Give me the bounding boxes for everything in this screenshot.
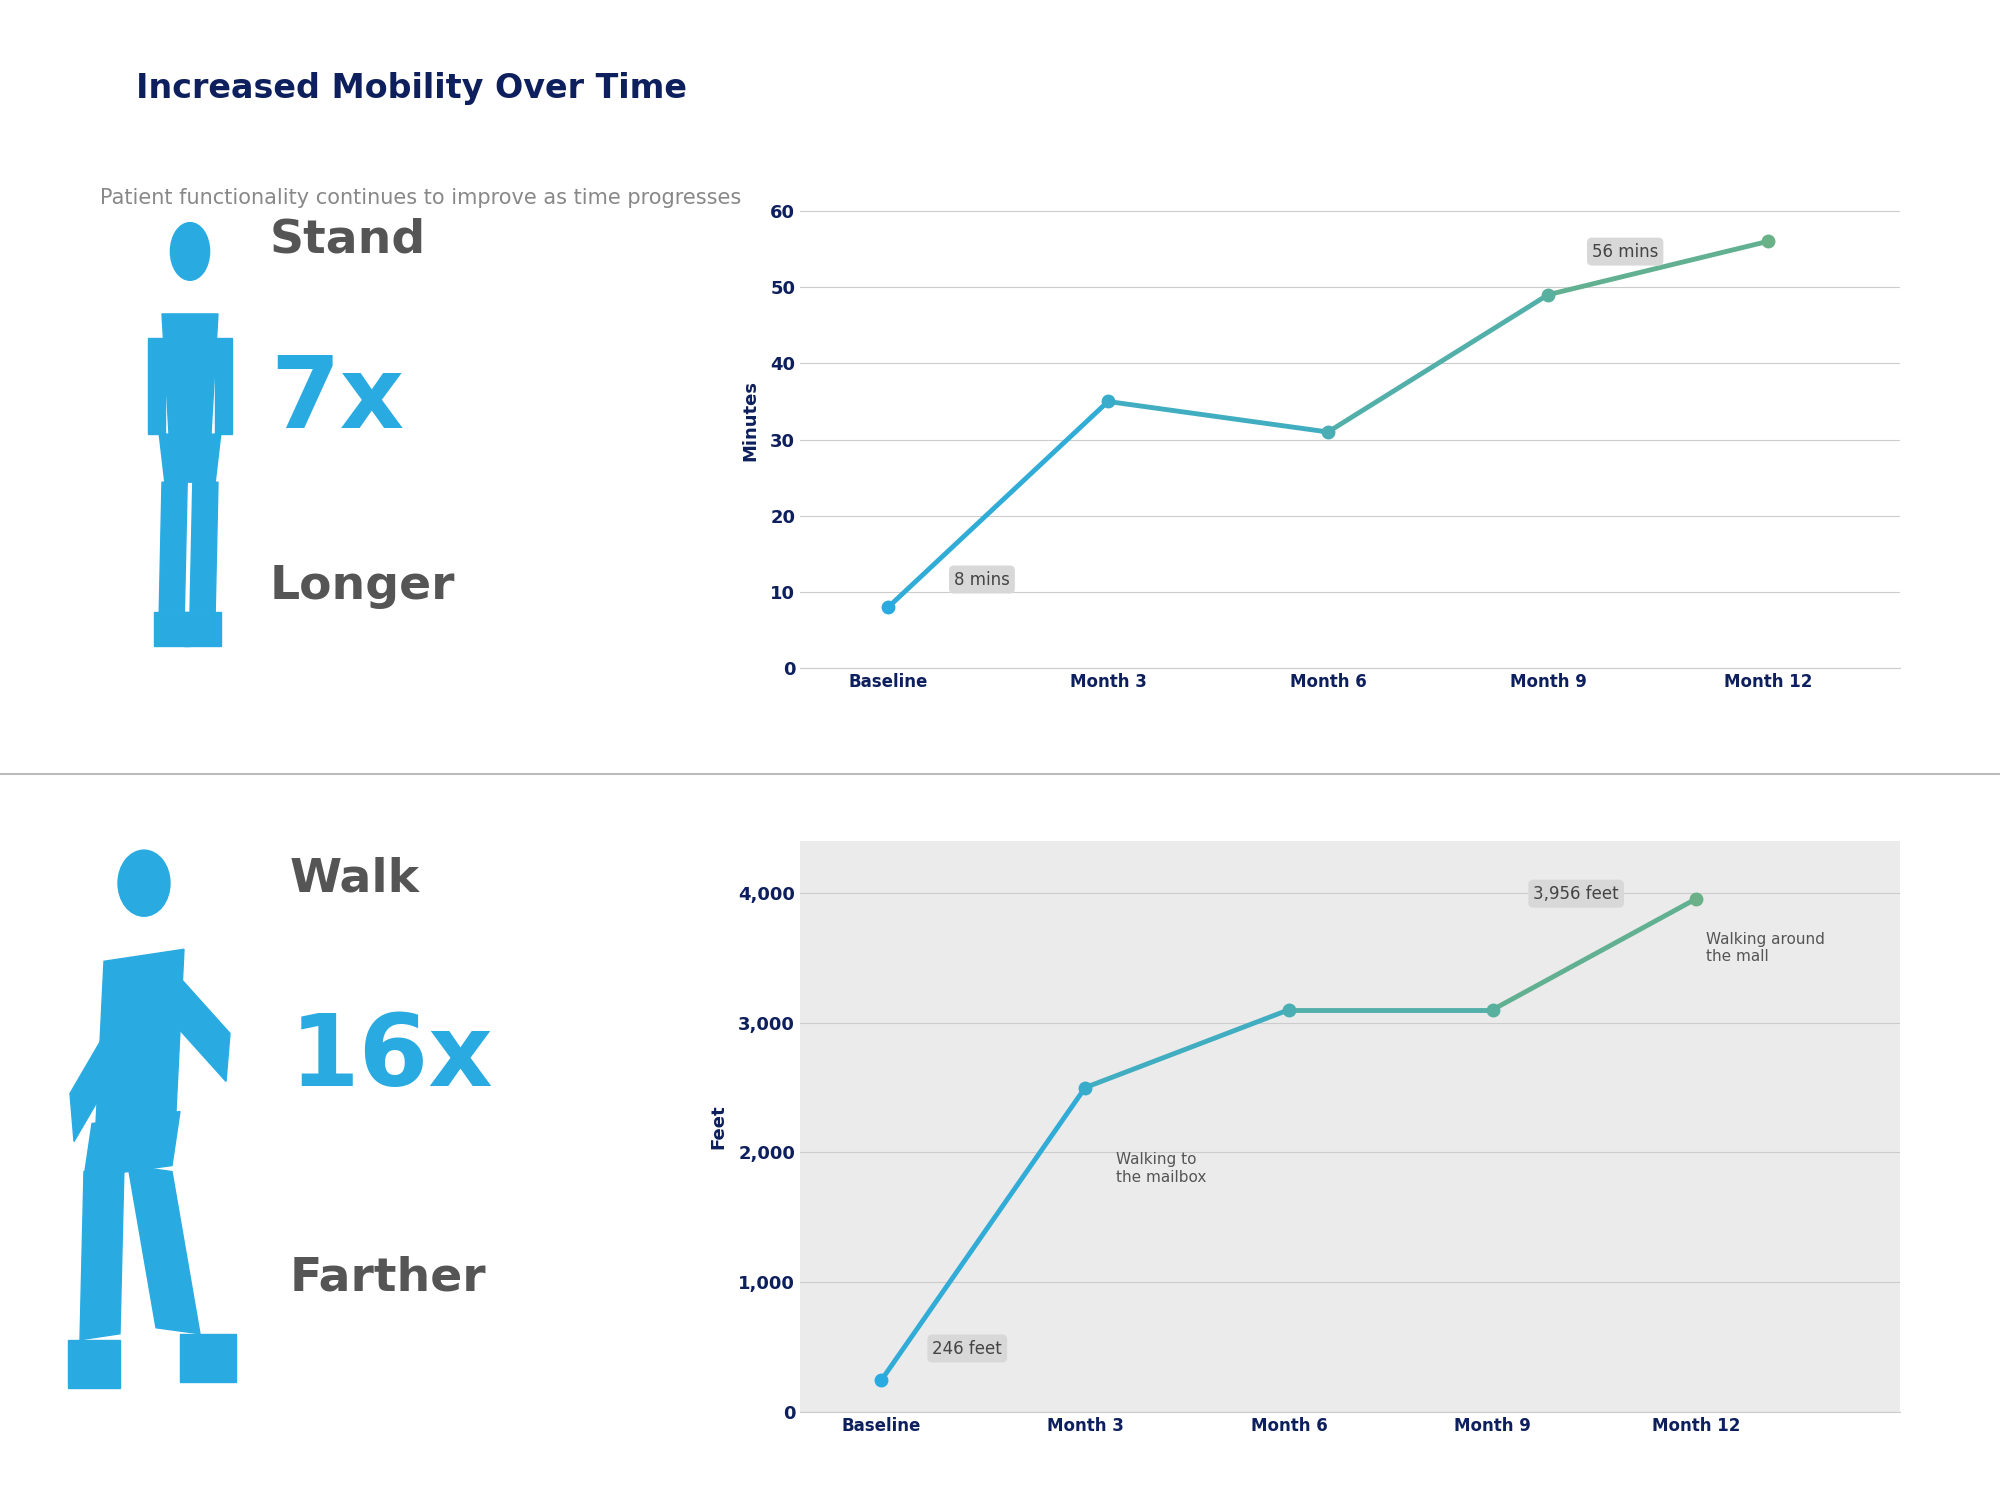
Polygon shape bbox=[128, 1166, 200, 1334]
Text: Patient functionality continues to improve as time progresses: Patient functionality continues to impro… bbox=[100, 188, 742, 207]
Polygon shape bbox=[80, 1166, 124, 1340]
Text: Longer: Longer bbox=[270, 563, 456, 608]
Polygon shape bbox=[148, 338, 164, 434]
Polygon shape bbox=[190, 482, 218, 611]
Polygon shape bbox=[162, 314, 218, 434]
Text: Walk: Walk bbox=[290, 856, 420, 901]
Text: 16x: 16x bbox=[290, 1011, 494, 1107]
Text: Walking around
the mall: Walking around the mall bbox=[1706, 931, 1826, 964]
Text: 3,956 feet: 3,956 feet bbox=[1534, 885, 1618, 903]
Y-axis label: Minutes: Minutes bbox=[742, 380, 760, 461]
Text: Farther: Farther bbox=[290, 1256, 486, 1301]
Ellipse shape bbox=[170, 222, 210, 281]
Text: 56 mins: 56 mins bbox=[1592, 243, 1658, 261]
Text: 246 feet: 246 feet bbox=[932, 1340, 1002, 1358]
Polygon shape bbox=[154, 611, 190, 646]
Ellipse shape bbox=[118, 850, 170, 916]
Y-axis label: Feet: Feet bbox=[710, 1104, 728, 1149]
Polygon shape bbox=[180, 1334, 236, 1382]
Polygon shape bbox=[216, 338, 232, 434]
Polygon shape bbox=[160, 482, 188, 611]
Polygon shape bbox=[70, 1021, 116, 1142]
Text: Walking to
the mailbox: Walking to the mailbox bbox=[1116, 1152, 1206, 1185]
Polygon shape bbox=[184, 611, 220, 646]
Polygon shape bbox=[172, 973, 230, 1081]
Polygon shape bbox=[160, 434, 220, 482]
Text: Stand: Stand bbox=[270, 218, 426, 263]
Polygon shape bbox=[96, 949, 184, 1123]
Text: Increased Mobility Over Time: Increased Mobility Over Time bbox=[136, 72, 688, 105]
Polygon shape bbox=[84, 1111, 180, 1178]
Text: 7x: 7x bbox=[270, 353, 404, 449]
Text: 8 mins: 8 mins bbox=[954, 571, 1010, 589]
Polygon shape bbox=[68, 1340, 120, 1388]
